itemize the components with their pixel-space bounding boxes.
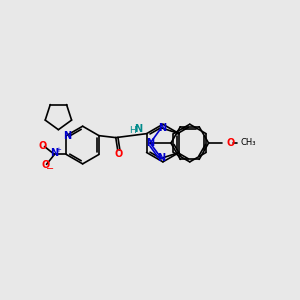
Text: CH₃: CH₃: [240, 138, 256, 147]
Text: N: N: [135, 124, 143, 134]
Text: N: N: [146, 138, 154, 148]
Text: H: H: [129, 126, 136, 135]
Text: O: O: [41, 160, 50, 170]
Text: N: N: [63, 130, 71, 141]
Text: O: O: [115, 149, 123, 160]
Text: +: +: [56, 146, 61, 152]
Text: O: O: [38, 140, 47, 151]
Text: N: N: [158, 123, 166, 133]
Text: −: −: [46, 164, 55, 174]
Text: N: N: [157, 153, 165, 163]
Text: O: O: [226, 138, 235, 148]
Text: N: N: [50, 148, 59, 158]
